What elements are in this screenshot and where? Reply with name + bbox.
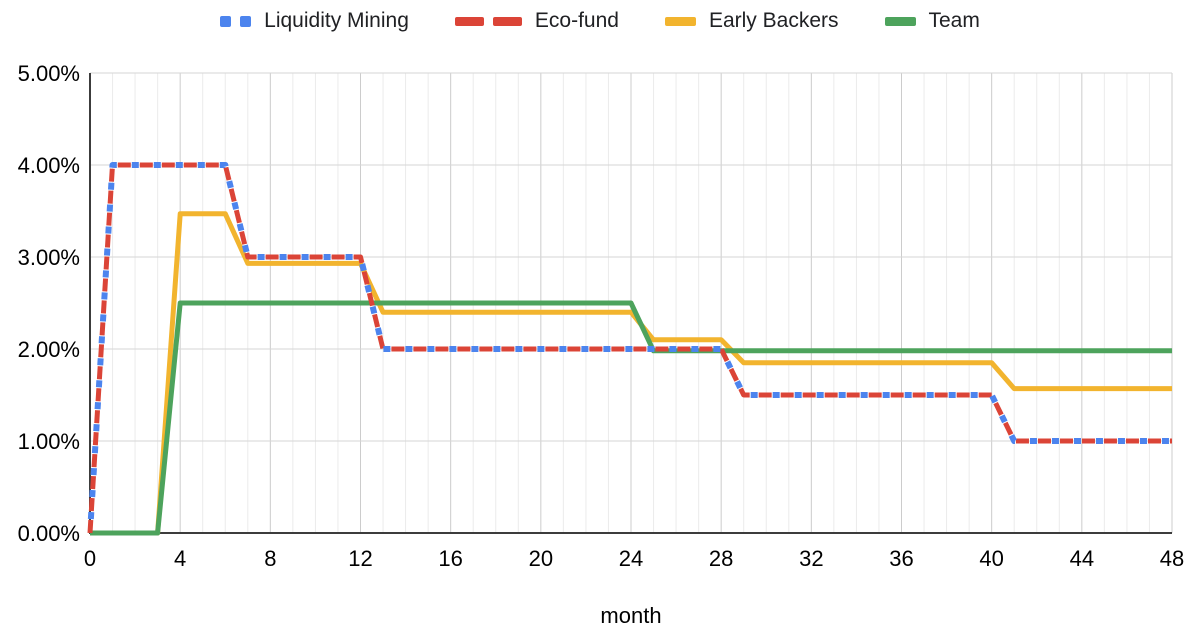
- x-tick-label: 24: [619, 546, 643, 571]
- legend-label-liquidity-mining: Liquidity Mining: [264, 9, 409, 32]
- early-backers-line-icon: [664, 16, 696, 26]
- legend-item-early-backers: Early Backers: [664, 9, 839, 33]
- x-tick-label: 4: [174, 546, 186, 571]
- y-tick-label: 1.00%: [18, 429, 80, 454]
- y-tick-label: 0.00%: [18, 521, 80, 546]
- x-tick-label: 20: [529, 546, 553, 571]
- axes: [89, 73, 1172, 534]
- liquidity-mining-dotted-line-icon: [220, 15, 252, 27]
- x-axis-title: month: [600, 603, 661, 628]
- eco-fund-dashed-line-icon: [454, 16, 522, 26]
- x-tick-label: 48: [1160, 546, 1184, 571]
- x-tick-label: 44: [1070, 546, 1094, 571]
- legend-label-eco-fund: Eco-fund: [534, 9, 619, 32]
- series-line-early-backers: [90, 211, 1172, 536]
- y-tick-label: 3.00%: [18, 245, 80, 270]
- x-tick-label: 12: [348, 546, 372, 571]
- x-tick-label: 40: [979, 546, 1003, 571]
- x-tick-label: 28: [709, 546, 733, 571]
- chart-legend: Liquidity Mining Eco-fund Early Backers …: [0, 6, 1200, 36]
- legend-item-liquidity-mining: Liquidity Mining: [220, 9, 409, 33]
- y-tick-label: 4.00%: [18, 153, 80, 178]
- x-tick-label: 16: [438, 546, 462, 571]
- x-tick-label: 36: [889, 546, 913, 571]
- x-tick-label: 8: [264, 546, 276, 571]
- legend-label-early-backers: Early Backers: [708, 9, 839, 32]
- legend-item-eco-fund: Eco-fund: [454, 9, 619, 33]
- y-tick-label: 2.00%: [18, 337, 80, 362]
- series-line-team: [90, 300, 1172, 536]
- legend-label-team: Team: [928, 9, 980, 32]
- team-line-icon: [884, 16, 916, 26]
- legend-item-team: Team: [884, 9, 980, 33]
- y-axis-tick-labels: 0.00% 1.00% 2.00% 3.00% 4.00% 5.00%: [18, 61, 80, 546]
- x-tick-label: 32: [799, 546, 823, 571]
- y-tick-label: 5.00%: [18, 61, 80, 86]
- x-tick-label: 0: [84, 546, 96, 571]
- series-line-eco-fund: [87, 162, 1172, 534]
- x-axis-tick-labels: 0 4 8 12 16 20 24 28 32 36 40 44 48: [84, 546, 1184, 571]
